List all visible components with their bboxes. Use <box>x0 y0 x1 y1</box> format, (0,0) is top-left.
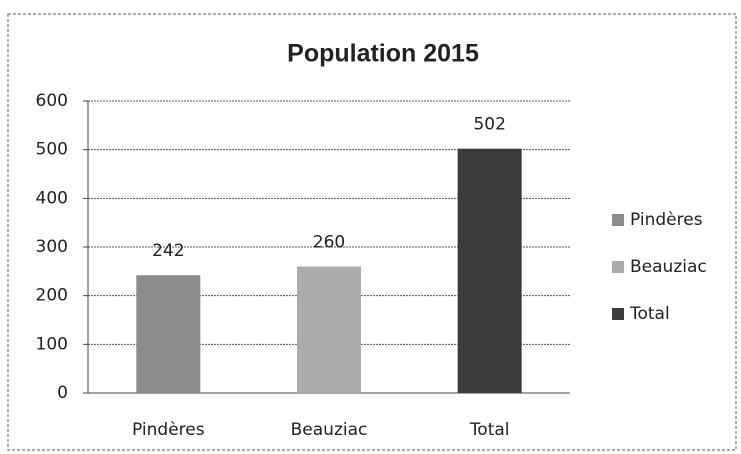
y-tick-label: 500 <box>36 140 68 160</box>
y-tick-label: 600 <box>36 91 68 111</box>
y-tick-label: 200 <box>36 286 68 306</box>
bar <box>297 266 361 393</box>
bar <box>136 275 201 393</box>
x-tick-label: Pindères <box>132 420 205 440</box>
data-label: 242 <box>152 241 184 261</box>
legend-swatch <box>612 261 624 273</box>
y-tick-label: 100 <box>36 334 68 354</box>
legend-label: Beauziac <box>630 257 707 277</box>
y-tick-label: 400 <box>36 188 68 208</box>
legend-label: Pindères <box>630 210 703 230</box>
x-tick-label: Beauziac <box>291 420 368 440</box>
data-label: 502 <box>473 115 505 135</box>
legend-swatch <box>612 308 624 320</box>
bar <box>457 148 522 393</box>
y-tick-label: 300 <box>36 237 68 257</box>
legend-swatch <box>612 214 624 226</box>
data-label: 260 <box>313 232 345 252</box>
x-tick-label: Total <box>469 420 510 440</box>
legend-label: Total <box>629 304 670 324</box>
y-tick-label: 0 <box>57 383 68 403</box>
chart-title: Population 2015 <box>287 40 479 68</box>
chart-border <box>7 13 737 451</box>
